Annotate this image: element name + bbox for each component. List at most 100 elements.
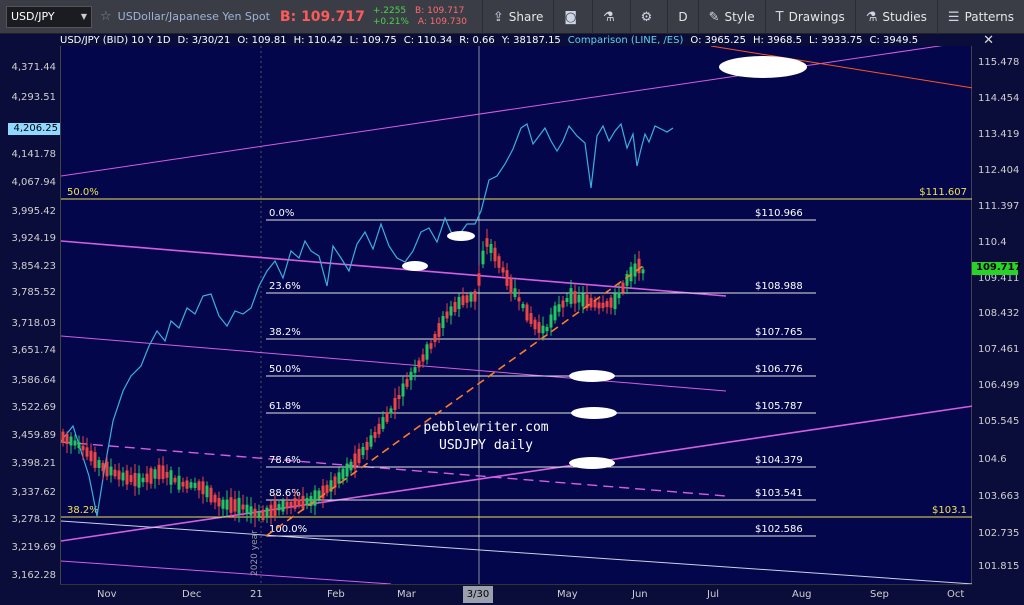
lab-button[interactable]: ⚗ [592, 0, 630, 34]
candle-body [341, 468, 345, 480]
share-button[interactable]: ⇪ Share [481, 0, 554, 34]
candle-body [193, 482, 197, 488]
candle-body [565, 297, 569, 303]
candle-body [313, 490, 317, 506]
candle-body [425, 344, 429, 360]
style-button[interactable]: ✎ Style [697, 0, 765, 34]
candle-body [133, 472, 137, 487]
left-axis-tick: 3,718.03 [11, 318, 56, 329]
right-axis-tick: 114.454 [978, 93, 1020, 104]
bid-price: B: 109.717 [279, 8, 365, 25]
candle-body [609, 297, 613, 308]
candle-body [589, 298, 593, 308]
candle-body [577, 294, 581, 303]
candle-body [453, 302, 457, 312]
symbol-selector[interactable]: USD/JPY ▼ [6, 5, 92, 28]
candle-body [421, 354, 425, 362]
candle-body [441, 315, 445, 329]
time-axis-tick: Mar [397, 589, 416, 600]
left-axis-tick: 3,219.69 [11, 542, 56, 553]
candle-body [469, 293, 473, 302]
left-axis-tick: 3,398.21 [11, 458, 56, 469]
candle-body [249, 506, 253, 516]
candle-body [521, 303, 525, 309]
left-axis-tick: 3,278.12 [11, 514, 56, 525]
channel-line-upper [61, 46, 943, 177]
candle-body [129, 475, 133, 482]
studies-button[interactable]: ⚗ Studies [854, 0, 937, 34]
right-axis-tick: 105.545 [978, 416, 1020, 427]
fib-pct-label: 88.6% [269, 488, 301, 499]
left-axis-tick: 3,854.23 [11, 261, 56, 272]
candle-body [497, 256, 501, 268]
patterns-icon: ☰ [947, 9, 960, 25]
right-axis-tick: 104.6 [978, 454, 1007, 465]
candle-body [585, 294, 589, 309]
candle-body [493, 247, 497, 262]
candle-body [605, 301, 609, 307]
candle-body [541, 325, 545, 334]
right-price-axis: 115.478 114.454 113.419 112.404 111.397 110.4… [972, 46, 1024, 584]
info-low: L: 109.75 [349, 34, 397, 46]
candle-body [105, 461, 109, 477]
candle-body [593, 300, 597, 308]
right-axis-tick: 106.499 [978, 380, 1020, 391]
candle-body [233, 499, 237, 512]
info-high: H: 110.42 [293, 34, 343, 46]
patterns-button[interactable]: ☰ Patterns [936, 0, 1024, 34]
star-icon[interactable]: ☆ [100, 9, 112, 24]
description-text: USDollar/Japanese Yen Spot [117, 10, 270, 23]
chart-plot-area[interactable]: 50.0% $111.607 38.2% $103.1 0.0% $110.966 23.6… [60, 46, 973, 584]
fib-price-label: $108.988 [755, 281, 803, 292]
candle-body [149, 468, 153, 484]
candle-body [117, 470, 121, 480]
candle-body [77, 442, 81, 448]
candle-body [273, 501, 277, 516]
candle-body [517, 297, 521, 302]
candle-body [157, 464, 161, 480]
candle-body [153, 469, 157, 479]
right-axis-tick: 110.4 [978, 237, 1007, 248]
candle-body [125, 470, 129, 485]
cmp-open: O: 3965.25 [690, 34, 746, 46]
comparison-label[interactable]: Comparison (LINE, /ES) [567, 34, 684, 46]
highlight-ellipse [569, 370, 615, 382]
candle-body [305, 497, 309, 506]
fib-price-label: $110.966 [755, 208, 803, 219]
candle-body [617, 292, 621, 299]
candle-body [81, 445, 85, 451]
settings-button[interactable]: ⚙ [629, 0, 668, 34]
candle-body [525, 304, 529, 321]
candle-body [181, 481, 185, 487]
candle-body [289, 501, 293, 507]
toolbar-buttons: ⇪ Share ◙ ⚗ ⚙ D ✎ Style T Drawings ⚗ Studies… [481, 0, 1024, 34]
candle-body [465, 295, 469, 303]
candle-body [601, 302, 605, 308]
close-icon[interactable]: ✕ [983, 33, 994, 48]
candle-body [213, 494, 217, 503]
drawings-button[interactable]: T Drawings [764, 0, 855, 34]
period-button[interactable]: D [667, 0, 697, 34]
candle-body [489, 244, 493, 253]
right-price-tag: 109.717 [972, 262, 1022, 275]
candle-body [365, 441, 369, 451]
snapshot-button[interactable]: ◙ [553, 0, 592, 34]
candle-body [285, 501, 289, 509]
fib-price-label: $104.379 [755, 455, 803, 466]
candle-body [141, 477, 145, 483]
cmp-close: C: 3949.5 [869, 34, 919, 46]
candle-body [277, 504, 281, 511]
candle-body [413, 367, 417, 373]
candle-body [505, 270, 509, 286]
candle-body [237, 497, 241, 514]
fib-pct-label: 100.0% [269, 524, 307, 535]
price-chart[interactable]: 50.0% $111.607 38.2% $103.1 0.0% $110.966 23.6… [61, 46, 973, 584]
left-axis-tick: 3,995.42 [11, 206, 56, 217]
candle-body [221, 499, 225, 509]
candle-body [269, 504, 273, 517]
candle-body [397, 394, 401, 400]
candle-body [389, 408, 393, 414]
share-icon: ⇪ [492, 9, 504, 25]
fib-pct-label: 0.0% [269, 208, 294, 219]
time-axis-tick: Oct [947, 589, 965, 600]
